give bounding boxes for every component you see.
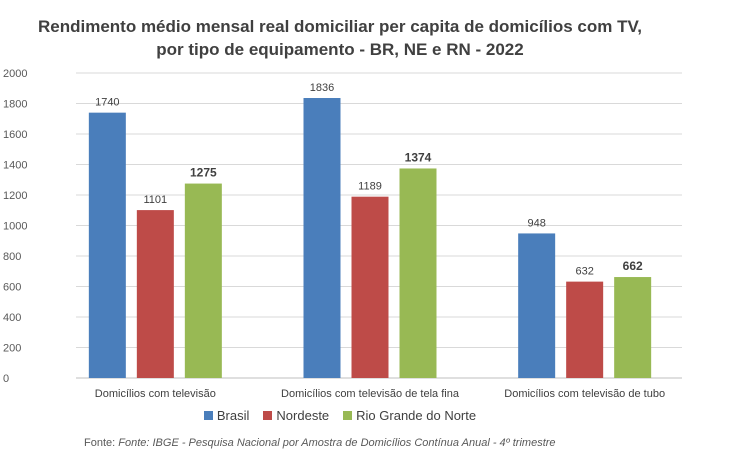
data-label: 1189 [358, 181, 382, 193]
legend-item-brasil: Brasil [203, 408, 250, 423]
y-tick-label: 400 [3, 312, 21, 324]
source-prefix: Fonte: [84, 437, 119, 449]
data-label: 1740 [95, 97, 119, 109]
data-label: 948 [527, 217, 545, 229]
legend-label: Brasil [216, 408, 250, 423]
y-tick-label: 1600 [3, 129, 27, 141]
y-tick-label: 2000 [3, 68, 27, 80]
bar-brasil [88, 112, 126, 379]
bar-nordeste [136, 210, 174, 378]
bar-nordeste [566, 281, 604, 378]
y-tick-label: 800 [3, 251, 21, 263]
data-label: 1101 [144, 194, 168, 206]
x-tick-label: Domicílios com televisão de tela fina [281, 388, 460, 400]
source-text: Fonte: IBGE - Pesquisa Nacional por Amos… [118, 437, 556, 449]
legend-item-rn: Rio Grande do Norte [343, 408, 476, 423]
y-tick-label: 600 [3, 282, 21, 294]
bar-brasil [518, 233, 556, 378]
y-tick-label: 1200 [3, 190, 27, 202]
source-note: Fonte: Fonte: IBGE - Pesquisa Nacional p… [84, 437, 556, 449]
bar-rio-grande-do-norte [399, 168, 437, 378]
legend-item-nordeste: Nordeste [263, 408, 329, 423]
bar-rio-grande-do-norte [184, 183, 222, 378]
legend-swatch [263, 411, 273, 420]
y-tick-label: 1000 [3, 221, 27, 233]
legend-label: Nordeste [276, 408, 330, 423]
chart-title-line-2: por tipo de equipamento - BR, NE e RN - … [156, 40, 524, 59]
bar-nordeste [351, 196, 389, 378]
data-label: 662 [623, 259, 643, 273]
bar-brasil [303, 98, 341, 378]
data-label: 1275 [190, 166, 217, 180]
data-label: 1374 [405, 150, 432, 164]
x-tick-label: Domicílios com televisão [95, 388, 216, 400]
legend-swatch [203, 411, 213, 420]
bar-rio-grande-do-norte [614, 277, 652, 378]
y-tick-label: 0 [3, 373, 9, 385]
data-label: 632 [575, 266, 593, 278]
y-tick-label: 1800 [3, 99, 27, 111]
data-label: 1836 [310, 82, 334, 94]
x-tick-label: Domicílios com televisão de tubo [504, 388, 665, 400]
y-tick-label: 200 [3, 343, 21, 355]
legend: Brasil Nordeste Rio Grande do Norte [0, 408, 680, 423]
legend-swatch [343, 411, 353, 420]
chart-title-line-1: Rendimento médio mensal real domiciliar … [38, 17, 642, 36]
y-tick-label: 1400 [3, 160, 27, 172]
legend-label: Rio Grande do Norte [356, 408, 477, 423]
